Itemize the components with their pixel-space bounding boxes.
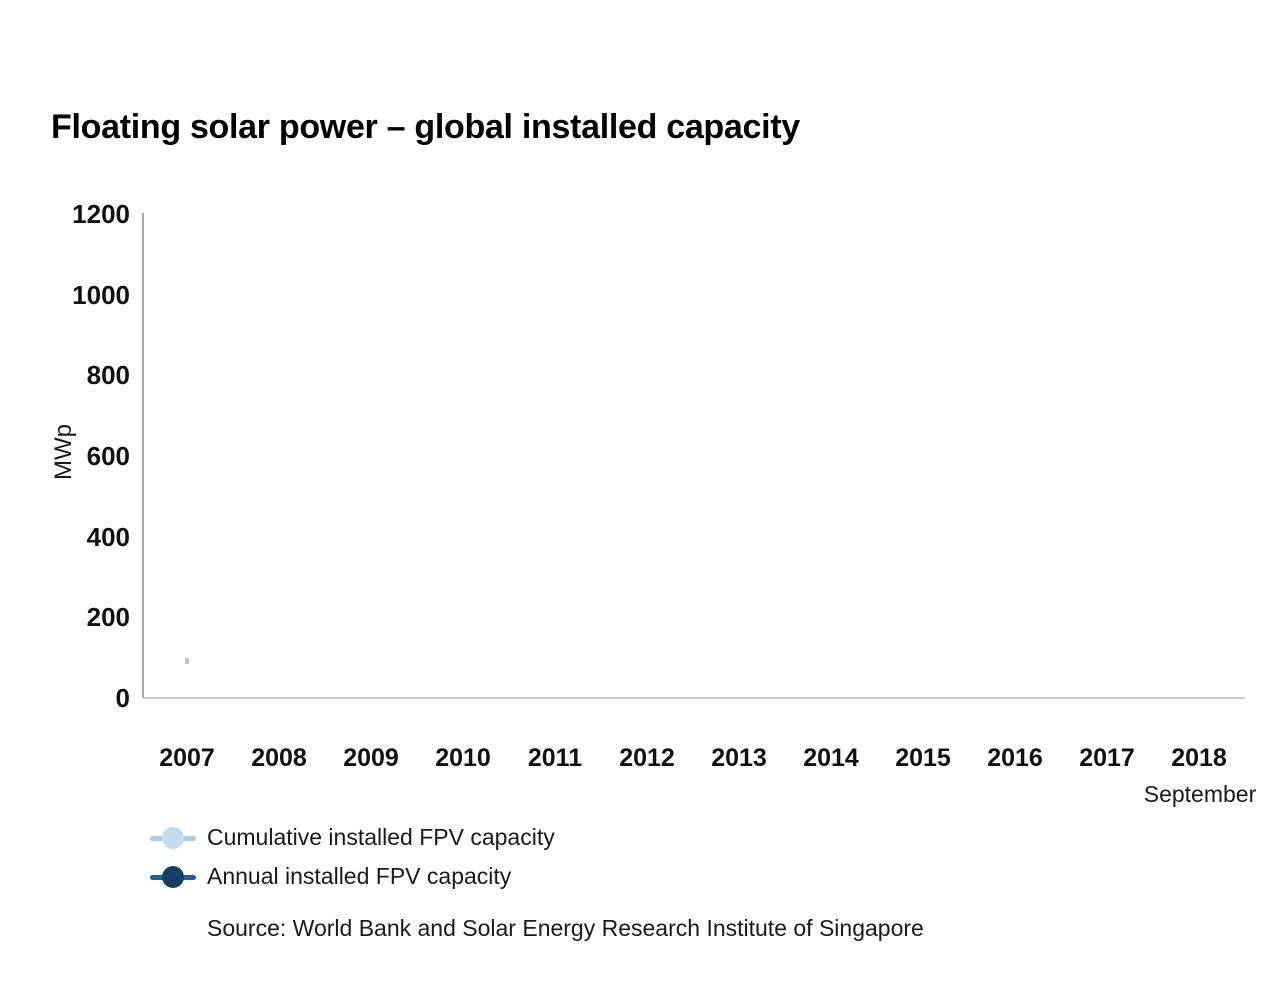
legend-line-marker-icon — [150, 825, 196, 851]
x-tick-label: 2007 — [159, 744, 215, 772]
x-tick-label: 2017 — [1079, 744, 1135, 772]
legend-marker-dot — [162, 865, 184, 888]
y-tick-label: 1200 — [72, 199, 130, 229]
x-tick-label: 2012 — [619, 744, 675, 772]
y-axis-line — [142, 213, 144, 698]
legend-marker-dot — [162, 826, 184, 849]
y-tick-label: 800 — [86, 360, 130, 391]
y-tick-label: 400 — [86, 521, 130, 552]
x-axis-note-september: September — [1143, 781, 1257, 807]
chart-title: Floating solar power – global installed … — [51, 108, 800, 146]
x-tick-label: 2013 — [711, 744, 767, 772]
y-tick-label: 200 — [86, 602, 130, 633]
x-tick-label: 2015 — [895, 744, 951, 772]
legend: Cumulative installed FPV capacity Annual … — [150, 818, 555, 896]
x-tick-label: 2011 — [527, 744, 583, 772]
source-note: Source: World Bank and Solar Energy Rese… — [207, 915, 924, 941]
legend-item: Annual installed FPV capacity — [150, 857, 555, 896]
x-axis-line — [143, 697, 1245, 699]
legend-item: Cumulative installed FPV capacity — [150, 818, 555, 857]
x-tick-label: 2016 — [987, 744, 1043, 772]
y-tick-label: 1000 — [72, 279, 130, 310]
legend-line-marker-icon — [150, 864, 196, 890]
x-tick-label: 2014 — [803, 744, 859, 772]
x-tick-label: 2008 — [251, 744, 307, 772]
y-tick-label: 600 — [86, 441, 130, 471]
x-tick-label: 2018 — [1171, 744, 1227, 772]
y-tick-label: 0 — [115, 683, 130, 713]
legend-item-label: Annual installed FPV capacity — [207, 863, 512, 889]
x-tick-label: 2010 — [435, 744, 491, 772]
x-tick-label: 2009 — [343, 744, 399, 772]
stray-mark — [185, 658, 189, 664]
legend-item-label: Cumulative installed FPV capacity — [207, 824, 555, 850]
